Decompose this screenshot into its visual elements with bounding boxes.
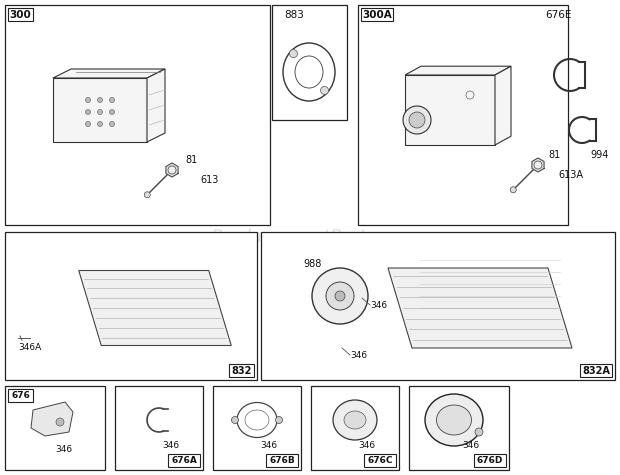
- Circle shape: [86, 97, 91, 103]
- Bar: [261, 232, 615, 380]
- Text: 676E: 676E: [545, 10, 572, 20]
- Bar: [5, 5, 270, 225]
- Text: 994: 994: [590, 150, 608, 160]
- Bar: [361, 8, 393, 21]
- Circle shape: [403, 106, 431, 134]
- Polygon shape: [31, 402, 73, 436]
- Bar: [8, 389, 33, 402]
- Circle shape: [534, 161, 542, 169]
- Bar: [364, 454, 396, 467]
- Circle shape: [97, 110, 102, 114]
- Bar: [213, 386, 301, 470]
- Text: 300: 300: [10, 10, 32, 19]
- Text: 346: 346: [260, 440, 277, 449]
- Polygon shape: [166, 163, 178, 177]
- Polygon shape: [532, 158, 544, 172]
- Bar: [5, 386, 105, 470]
- Text: 988: 988: [303, 259, 321, 269]
- Text: eReplacementParts.com: eReplacementParts.com: [200, 228, 420, 247]
- Bar: [358, 5, 568, 225]
- Ellipse shape: [333, 400, 377, 440]
- Circle shape: [110, 97, 115, 103]
- Bar: [311, 386, 399, 470]
- Text: 613: 613: [200, 175, 218, 185]
- Ellipse shape: [425, 394, 483, 446]
- Text: 676C: 676C: [367, 456, 392, 465]
- Circle shape: [409, 112, 425, 128]
- Circle shape: [86, 122, 91, 126]
- Text: 676: 676: [11, 391, 30, 400]
- Text: 346: 346: [350, 351, 367, 360]
- Circle shape: [275, 417, 283, 424]
- Bar: [8, 8, 33, 21]
- Text: 613A: 613A: [558, 170, 583, 180]
- Circle shape: [144, 192, 150, 198]
- Circle shape: [110, 110, 115, 114]
- Text: 346: 346: [162, 440, 179, 449]
- Ellipse shape: [344, 411, 366, 429]
- Circle shape: [168, 166, 176, 174]
- Text: 346: 346: [55, 446, 72, 455]
- Circle shape: [290, 49, 298, 57]
- Polygon shape: [53, 69, 165, 78]
- Bar: [229, 364, 254, 377]
- Polygon shape: [147, 69, 165, 142]
- Text: 883: 883: [284, 10, 304, 20]
- Bar: [580, 364, 612, 377]
- Text: 676B: 676B: [269, 456, 295, 465]
- Polygon shape: [495, 66, 511, 145]
- Text: 832: 832: [231, 365, 252, 376]
- Circle shape: [510, 187, 516, 193]
- Text: 346: 346: [370, 301, 387, 310]
- Circle shape: [97, 122, 102, 126]
- Bar: [272, 5, 347, 120]
- Bar: [474, 454, 506, 467]
- Bar: [266, 454, 298, 467]
- Circle shape: [110, 122, 115, 126]
- Text: 676D: 676D: [477, 456, 503, 465]
- Circle shape: [321, 86, 329, 95]
- Circle shape: [86, 110, 91, 114]
- Polygon shape: [53, 78, 147, 142]
- Text: 346: 346: [462, 440, 479, 449]
- Text: 676A: 676A: [171, 456, 197, 465]
- Text: 346A: 346A: [18, 343, 42, 352]
- Text: 300A: 300A: [362, 10, 392, 19]
- Bar: [409, 386, 509, 470]
- Circle shape: [312, 268, 368, 324]
- Text: 346: 346: [358, 440, 375, 449]
- Circle shape: [56, 418, 64, 426]
- Circle shape: [326, 282, 354, 310]
- Ellipse shape: [436, 405, 471, 435]
- Text: 81: 81: [548, 150, 560, 160]
- Bar: [115, 386, 203, 470]
- Circle shape: [231, 417, 239, 424]
- Polygon shape: [79, 270, 231, 345]
- Bar: [5, 232, 257, 380]
- Circle shape: [475, 428, 483, 436]
- Polygon shape: [405, 75, 495, 145]
- Circle shape: [97, 97, 102, 103]
- Polygon shape: [388, 268, 572, 348]
- Text: 832A: 832A: [582, 365, 610, 376]
- Circle shape: [335, 291, 345, 301]
- Text: 81: 81: [185, 155, 197, 165]
- Polygon shape: [405, 66, 511, 75]
- Bar: [168, 454, 200, 467]
